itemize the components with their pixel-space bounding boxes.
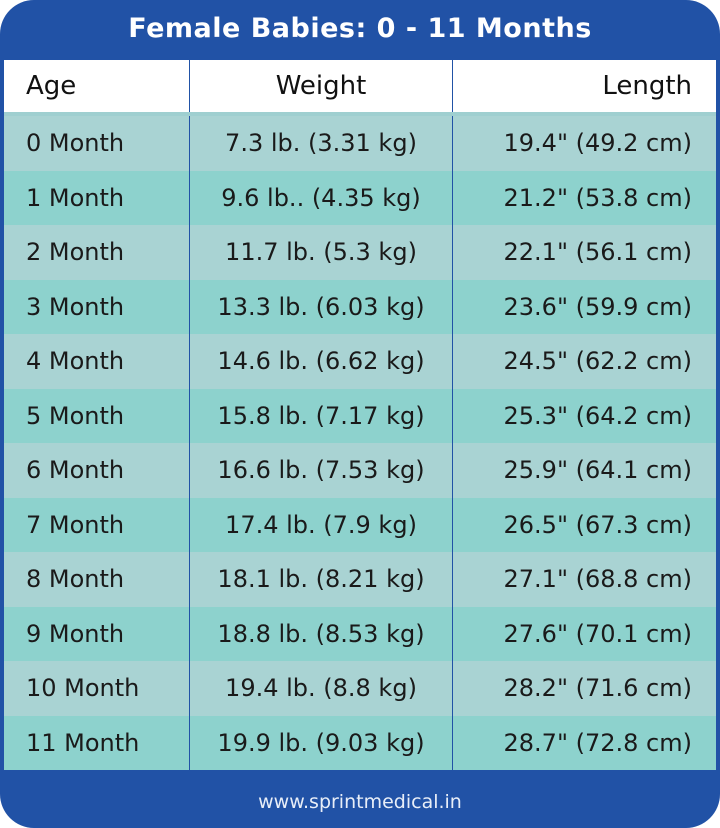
length-cell: 21.2" (53.8 cm) [503, 183, 692, 212]
weight-cell: 19.4 lb. (8.8 kg) [190, 661, 453, 716]
header-age: Age [4, 60, 190, 112]
age-cell: 1 Month [4, 170, 190, 225]
table-row: 1 Month 9.6 lb.. (4.35 kg) 21.2" (53.8 cm) [4, 170, 716, 225]
table-row: 5 Month 15.8 lb. (7.17 kg) 25.3" (64.2 cm) [4, 388, 716, 443]
length-cell: 23.6" (59.9 cm) [503, 292, 692, 321]
length-cell: 24.5" (62.2 cm) [503, 347, 692, 376]
length-cell: 27.1" (68.8 cm) [503, 565, 692, 594]
growth-table: Age Weight Length 0 Month 7.3 lb. (3.31 k… [4, 60, 716, 770]
length-cell: 25.9" (64.1 cm) [503, 456, 692, 485]
length-cell: 26.5" (67.3 cm) [503, 510, 692, 539]
weight-cell: 16.6 lb. (7.53 kg) [190, 443, 453, 498]
weight-cell: 15.8 lb. (7.17 kg) [190, 388, 453, 443]
chart-title: Female Babies: 0 - 11 Months [128, 13, 592, 44]
age-cell: 5 Month [4, 388, 190, 443]
age-cell: 8 Month [4, 552, 190, 607]
header-length: Length [602, 71, 692, 101]
age-cell: 0 Month [4, 116, 190, 171]
table-body: 0 Month 7.3 lb. (3.31 kg) 19.4" (49.2 cm) 1… [4, 116, 716, 770]
length-cell: 19.4" (49.2 cm) [503, 129, 692, 158]
weight-cell: 14.6 lb. (6.62 kg) [190, 334, 453, 389]
age-cell: 2 Month [4, 225, 190, 280]
age-cell: 6 Month [4, 443, 190, 498]
length-cell: 28.2" (71.6 cm) [503, 674, 692, 703]
weight-cell: 9.6 lb.. (4.35 kg) [190, 170, 453, 225]
age-cell: 9 Month [4, 606, 190, 661]
weight-cell: 19.9 lb. (9.03 kg) [190, 715, 453, 770]
age-cell: 11 Month [4, 715, 190, 770]
table-row: 9 Month 18.8 lb. (8.53 kg) 27.6" (70.1 cm) [4, 606, 716, 661]
table-row: 4 Month 14.6 lb. (6.62 kg) 24.5" (62.2 cm) [4, 334, 716, 389]
weight-cell: 13.3 lb. (6.03 kg) [190, 279, 453, 334]
table-row: 0 Month 7.3 lb. (3.31 kg) 19.4" (49.2 cm) [4, 116, 716, 171]
table-row: 10 Month 19.4 lb. (8.8 kg) 28.2" (71.6 cm) [4, 661, 716, 716]
length-cell: 27.6" (70.1 cm) [503, 619, 692, 648]
table-row: 3 Month 13.3 lb. (6.03 kg) 23.6" (59.9 cm) [4, 279, 716, 334]
table-header: Age Weight Length [4, 60, 716, 116]
age-cell: 10 Month [4, 661, 190, 716]
weight-cell: 17.4 lb. (7.9 kg) [190, 497, 453, 552]
age-cell: 3 Month [4, 279, 190, 334]
weight-cell: 7.3 lb. (3.31 kg) [190, 116, 453, 171]
table-row: 2 Month 11.7 lb. (5.3 kg) 22.1" (56.1 cm) [4, 225, 716, 280]
table-row: 6 Month 16.6 lb. (7.53 kg) 25.9" (64.1 cm) [4, 443, 716, 498]
table-row: 11 Month 19.9 lb. (9.03 kg) 28.7" (72.8 cm… [4, 715, 716, 770]
length-cell: 22.1" (56.1 cm) [503, 238, 692, 267]
weight-cell: 18.8 lb. (8.53 kg) [190, 606, 453, 661]
footer-website: www.sprintmedical.in [258, 791, 462, 813]
age-cell: 7 Month [4, 497, 190, 552]
weight-cell: 18.1 lb. (8.21 kg) [190, 552, 453, 607]
header-weight: Weight [190, 60, 453, 112]
length-cell: 28.7" (72.8 cm) [503, 728, 692, 757]
weight-cell: 11.7 lb. (5.3 kg) [190, 225, 453, 280]
table-row: 8 Month 18.1 lb. (8.21 kg) 27.1" (68.8 cm) [4, 552, 716, 607]
length-cell: 25.3" (64.2 cm) [503, 401, 692, 430]
table-row: 7 Month 17.4 lb. (7.9 kg) 26.5" (67.3 cm) [4, 497, 716, 552]
age-cell: 4 Month [4, 334, 190, 389]
